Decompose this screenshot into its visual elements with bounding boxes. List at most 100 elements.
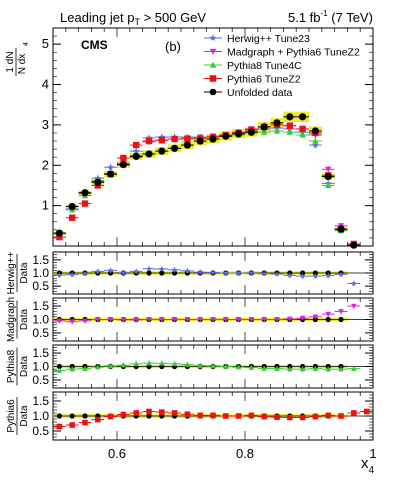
ratio-point-3 — [223, 413, 229, 419]
ytick-label-0-1: 2 — [42, 157, 49, 172]
ratio-ylabel-top-3: Pythia6 — [6, 399, 17, 433]
herwig-point — [107, 163, 114, 171]
legend-marker-madgraph — [209, 48, 217, 55]
legend-marker-herwig — [209, 34, 217, 41]
ratio-point-0 — [312, 273, 319, 279]
ratio-point-1 — [159, 317, 165, 323]
ytick-label-3-0: 0.5 — [32, 373, 49, 387]
ratio-point-0 — [56, 272, 63, 278]
ratio-point-3 — [133, 410, 139, 416]
header-left: Leading jet pT > 500 GeV — [60, 10, 206, 27]
ratio-point-2 — [197, 362, 203, 368]
ytick-label-0-2: 3 — [42, 117, 49, 132]
pythia6-point — [145, 137, 153, 145]
ratio-point-0 — [94, 268, 101, 274]
ratio-point-3 — [299, 414, 306, 421]
pythia8-point — [286, 128, 293, 135]
pythia6-point — [171, 135, 178, 143]
ratio-point-0 — [133, 268, 140, 274]
data-point — [81, 189, 89, 197]
ratio-point-1 — [56, 318, 63, 324]
ratio-point-2 — [248, 364, 255, 370]
pythia8-point — [273, 127, 281, 134]
ratio-point-2 — [287, 366, 293, 372]
herwig-point — [132, 147, 140, 154]
herwig-point — [158, 133, 166, 140]
ratio-point-2 — [133, 361, 139, 367]
ratio-point-1 — [69, 319, 75, 325]
pythia8-point — [261, 128, 268, 135]
ratio-data-point-2 — [56, 363, 63, 370]
ratio-point-0 — [338, 271, 344, 277]
main-ylabel: 1 dN N dx 4 — [5, 42, 30, 76]
ratio-point-3 — [312, 413, 319, 420]
xtick-label-2: 1 — [369, 446, 376, 461]
ytick-label-0-0: 1 — [42, 198, 49, 213]
ytick-label-4-0: 0.5 — [32, 424, 49, 438]
ratio-ylabel-bottom-3: Data — [19, 405, 30, 427]
ratio-point-0 — [158, 266, 165, 272]
pythia6-point — [184, 135, 191, 143]
data-point — [273, 119, 281, 127]
ratio-point-0 — [107, 267, 114, 273]
pythia8-point — [312, 137, 319, 144]
ytick-label-4-1: 1.0 — [32, 409, 49, 423]
ytick-label-1-1: 1.0 — [32, 266, 49, 280]
ratio-point-1 — [107, 317, 114, 323]
ratio-point-2 — [171, 361, 178, 367]
xtick-label-0: 0.6 — [108, 446, 126, 461]
legend-marker-data — [209, 88, 217, 96]
legend-label-herwig: Herwig++ Tune23 — [227, 33, 310, 45]
ratio-point-2 — [107, 363, 114, 369]
data-point — [324, 172, 332, 181]
data-point — [299, 113, 307, 121]
ratio-point-3 — [120, 411, 127, 418]
ratio-point-1 — [120, 317, 127, 323]
data-point — [145, 150, 153, 158]
ratio-point-0 — [248, 269, 255, 276]
ratio-point-0 — [235, 269, 242, 276]
pythia8-point — [325, 182, 332, 189]
herwig-point — [312, 141, 319, 148]
pythia6-point — [286, 122, 293, 129]
ratio-point-2 — [95, 364, 101, 370]
ratio-point-3 — [159, 409, 165, 415]
ratio-point-0 — [146, 265, 152, 272]
x-axis-label: x4 — [361, 455, 375, 476]
data-point — [183, 141, 191, 149]
pythia6-point — [81, 200, 89, 207]
madgraph-point — [325, 166, 332, 173]
main-ylabel-num: 1 dN — [5, 51, 16, 72]
data-point — [68, 202, 76, 211]
ratio-point-1 — [299, 315, 306, 321]
legend-label-data: Unfolded data — [227, 87, 293, 99]
ytick-label-1-2: 1.5 — [32, 253, 49, 267]
pythia6-point — [133, 141, 140, 149]
main-ylabel-den: N dx — [17, 54, 28, 75]
legend-marker-pythia8 — [209, 61, 217, 68]
ratio-data-point-3 — [82, 413, 88, 419]
ratio-point-2 — [223, 363, 229, 369]
data-point — [235, 130, 243, 138]
pythia6-point — [158, 137, 165, 144]
ytick-label-3-2: 1.5 — [32, 346, 49, 360]
ratio-data-point-1 — [338, 316, 344, 323]
ratio-point-1 — [197, 317, 203, 323]
ratio-point-1 — [146, 317, 152, 323]
ratio-point-2 — [69, 366, 75, 372]
ratio-point-1 — [351, 303, 357, 309]
legend-marker-pythia6 — [209, 75, 217, 82]
data-point — [337, 225, 345, 233]
ratio-point-3 — [338, 413, 344, 419]
ratio-point-0 — [261, 270, 268, 276]
pythia6-point — [69, 214, 76, 221]
ratio-point-1 — [338, 309, 344, 315]
ratio-ylabel-top-1: Madgraph — [6, 297, 17, 342]
ratio-point-0 — [171, 266, 178, 273]
ytick-label-0-4: 5 — [42, 36, 49, 51]
ratio-point-1 — [82, 318, 88, 324]
ratio-point-3 — [261, 413, 267, 420]
ratio-point-2 — [325, 366, 331, 372]
ratio-point-1 — [184, 317, 191, 323]
